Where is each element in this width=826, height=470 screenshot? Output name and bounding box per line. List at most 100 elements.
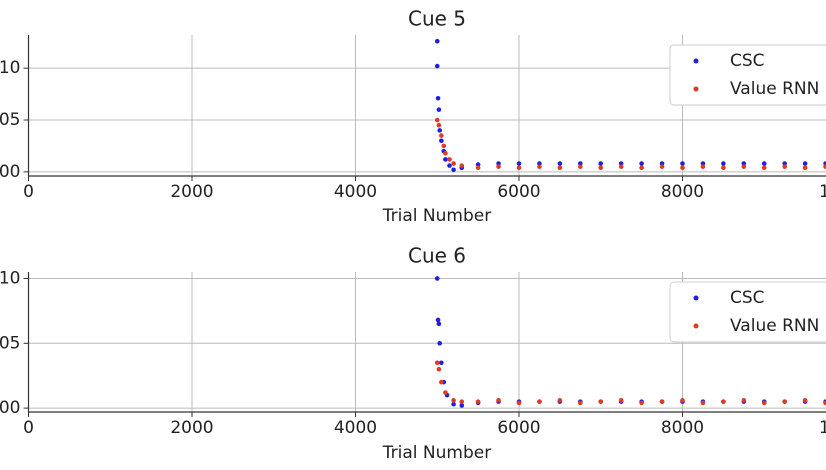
y-tick-label: 0.00	[0, 162, 21, 182]
point	[434, 117, 440, 123]
point	[823, 164, 826, 169]
x-tick-label: 0	[23, 182, 34, 202]
point	[782, 399, 787, 404]
point	[802, 165, 808, 171]
point	[443, 157, 448, 162]
x-tick-label: 4000	[334, 182, 377, 202]
y-tick-label: 0.05	[0, 333, 21, 353]
point	[802, 398, 808, 403]
point	[435, 317, 441, 323]
legend-box	[669, 44, 826, 106]
point	[639, 400, 644, 406]
point	[782, 164, 787, 169]
point	[598, 399, 604, 404]
point	[475, 165, 481, 171]
x-tick-label: 8000	[661, 182, 704, 202]
point	[434, 38, 440, 44]
point	[441, 143, 447, 149]
point	[451, 167, 456, 173]
point	[459, 403, 465, 408]
x-tick-label: 6000	[497, 182, 540, 202]
point	[761, 165, 767, 171]
point	[443, 390, 448, 395]
point	[598, 165, 604, 171]
point	[680, 161, 685, 166]
point	[516, 161, 522, 166]
point	[680, 165, 685, 171]
point	[443, 150, 448, 156]
legend-marker	[693, 86, 699, 92]
point	[578, 400, 583, 406]
point	[761, 161, 767, 166]
x-tick-label: 10000	[819, 418, 826, 438]
legend-box	[669, 281, 826, 343]
point	[439, 379, 444, 385]
point	[447, 157, 452, 162]
point	[475, 399, 481, 404]
x-tick-label: 10000	[819, 182, 826, 202]
point	[741, 398, 747, 403]
legend-label: CSC	[730, 288, 765, 308]
x-axis-label: Trial Number	[382, 443, 491, 463]
x-axis-label: Trial Number	[382, 206, 491, 226]
point	[721, 165, 726, 171]
x-tick-label: 8000	[661, 418, 704, 438]
point	[434, 63, 440, 69]
point	[436, 122, 442, 128]
point	[639, 161, 644, 166]
point	[437, 128, 443, 133]
point	[557, 398, 563, 403]
point	[721, 161, 726, 166]
point	[516, 400, 522, 406]
point	[761, 400, 767, 406]
point	[434, 276, 440, 281]
point	[537, 164, 542, 169]
point	[496, 398, 501, 403]
point	[639, 165, 644, 171]
point	[618, 164, 624, 169]
legend-marker	[693, 58, 699, 64]
point	[680, 398, 685, 403]
point	[436, 366, 442, 372]
point	[439, 133, 444, 138]
point	[451, 161, 456, 166]
y-tick-label: 0.00	[0, 398, 21, 418]
point	[823, 400, 826, 406]
point	[516, 165, 522, 171]
point	[435, 95, 441, 101]
point	[447, 163, 452, 168]
point	[598, 161, 604, 166]
y-tick-label: 0.10	[0, 58, 21, 78]
legend-label: CSC	[730, 51, 765, 71]
point	[659, 164, 665, 169]
point	[659, 399, 665, 404]
legend-label: Value RNN	[730, 316, 819, 336]
x-tick-label: 0	[23, 418, 34, 438]
point	[721, 399, 726, 404]
point	[437, 340, 443, 346]
point	[451, 398, 456, 403]
x-tick-label: 6000	[497, 418, 540, 438]
point	[439, 138, 444, 144]
y-tick-label: 0.05	[0, 110, 21, 130]
legend-marker	[693, 323, 699, 329]
point	[459, 163, 465, 168]
chart-title: Cue 5	[408, 7, 466, 31]
x-tick-label: 4000	[334, 418, 377, 438]
y-tick-label: 0.10	[0, 268, 21, 288]
point	[459, 399, 465, 404]
point	[557, 165, 563, 171]
point	[439, 360, 444, 366]
point	[802, 161, 808, 166]
point	[537, 399, 542, 404]
point	[557, 161, 563, 166]
x-tick-label: 2000	[170, 418, 213, 438]
point	[700, 164, 706, 169]
chart-title: Cue 6	[408, 244, 466, 268]
point	[618, 398, 624, 403]
point	[496, 164, 501, 169]
legend-marker	[693, 295, 699, 301]
point	[451, 401, 456, 407]
